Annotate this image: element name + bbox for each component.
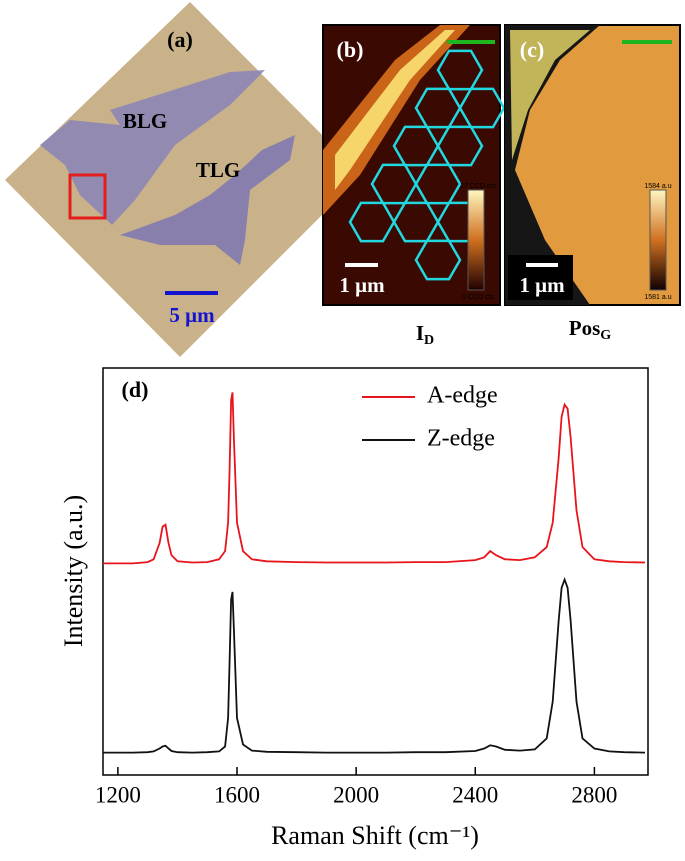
panel-label: (b) xyxy=(337,37,364,62)
scale-label: 5 μm xyxy=(169,303,215,327)
x-tick-label: 2400 xyxy=(452,782,498,807)
hexagon xyxy=(348,201,396,243)
edge-band xyxy=(335,30,455,190)
region-label: TLG xyxy=(196,158,240,182)
caption-sub: D xyxy=(424,333,434,348)
caption-sub: G xyxy=(600,328,611,343)
x-tick-label: 2000 xyxy=(333,782,379,807)
panel-label: (a) xyxy=(167,27,193,52)
colorbar-min: 1581 a.u xyxy=(644,294,671,301)
scale-label: 1 μm xyxy=(339,273,385,297)
hexagon xyxy=(414,239,462,281)
y-axis-label: Intensity (a.u.) xyxy=(59,495,88,647)
x-axis-label: Raman Shift (cm⁻¹) xyxy=(271,821,479,850)
series-line xyxy=(103,392,646,565)
chart-title: (d) xyxy=(122,377,149,402)
scale-label: 1 μm xyxy=(519,273,565,297)
x-tick-label: 1200 xyxy=(95,782,141,807)
scale-backdrop xyxy=(508,255,573,300)
panel-c: 1584 a.u 1581 a.u 1 μm (c) PosG xyxy=(504,24,681,343)
caption: PosG xyxy=(569,316,612,343)
substrate xyxy=(5,2,362,357)
colorbar xyxy=(649,189,667,291)
bright-region xyxy=(510,30,590,160)
flake xyxy=(40,70,265,225)
hexagon xyxy=(436,125,484,167)
caption-main: Pos xyxy=(569,316,601,340)
panel-b: 27 CCD cts 0 CCD cts 1 μm (b) ID xyxy=(322,24,506,348)
colorbar-max: 27 CCD cts xyxy=(460,183,496,190)
selection-box xyxy=(68,173,107,220)
flake xyxy=(120,135,295,265)
chart: (d) Raman Shift (cm⁻¹) Intensity (a.u.) … xyxy=(59,367,649,850)
colorbar-min: 0 CCD cts xyxy=(462,294,494,301)
panel-label: (c) xyxy=(520,37,544,62)
plot-frame xyxy=(102,367,649,776)
colorbar-max: 1584 a.u xyxy=(644,183,671,190)
panel-a: (a) BLG TLG 5 μm xyxy=(5,2,362,357)
legend-label: A-edge xyxy=(427,383,498,409)
series-line xyxy=(103,576,646,754)
caption-main: I xyxy=(416,321,424,345)
colorbar xyxy=(467,189,485,291)
x-tick-label: 2800 xyxy=(571,782,617,807)
legend-label: Z-edge xyxy=(427,426,495,452)
caption: ID xyxy=(416,321,434,348)
hexagon xyxy=(458,87,506,129)
edge-band xyxy=(323,25,470,215)
region-label: BLG xyxy=(123,109,167,133)
x-tick-label: 1600 xyxy=(214,782,260,807)
